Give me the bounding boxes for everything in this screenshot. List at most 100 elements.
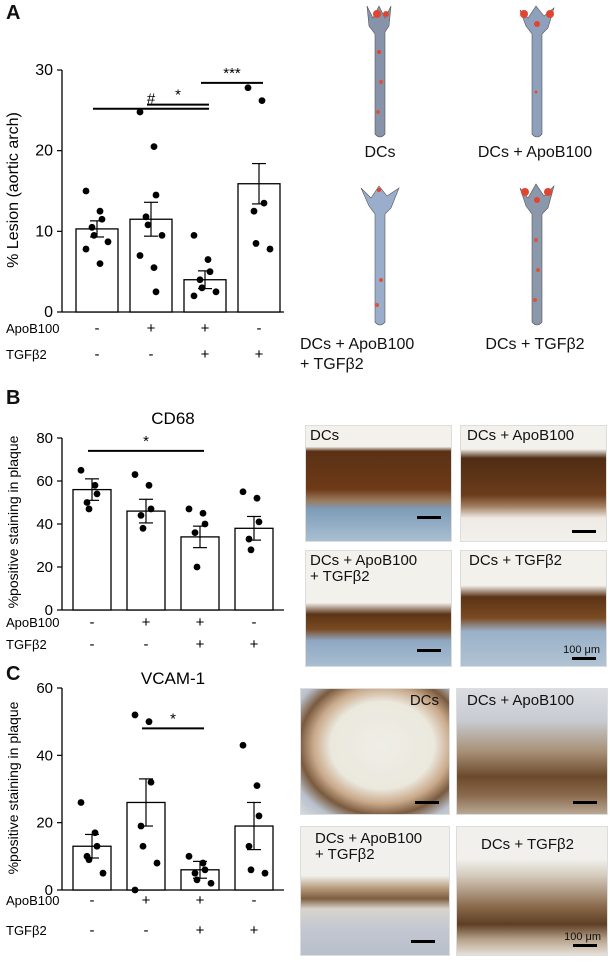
- data-point: [93, 490, 101, 498]
- data-point: [83, 499, 91, 506]
- scale-bar-label: 100 μm: [563, 644, 600, 656]
- data-point: [190, 292, 198, 300]
- significance-label: *: [143, 433, 149, 450]
- photo-label: DCs: [409, 692, 439, 709]
- significance-label: #: [147, 91, 156, 108]
- panel-letter-a: A: [6, 2, 21, 24]
- photo-label-line1: DCs + ApoB100: [315, 830, 423, 847]
- row-label-apob: ApoB100: [6, 321, 60, 336]
- data-point: [150, 143, 158, 151]
- data-point: [104, 238, 112, 246]
- y-tick-label: 20: [36, 559, 53, 576]
- data-point: [199, 509, 207, 517]
- cd68-micrograph-dcs: DCs: [305, 425, 452, 542]
- data-point: [255, 812, 263, 820]
- sign-apob: +: [142, 892, 151, 909]
- data-point: [260, 199, 268, 207]
- vcam1-micrograph-apob: DCs + ApoB100: [456, 688, 608, 815]
- data-point: [99, 869, 107, 877]
- data-point: [206, 268, 214, 276]
- data-point: [152, 191, 160, 199]
- cd68-micrograph-tgf: DCs + TGFβ2 100 μm: [460, 550, 607, 667]
- sign-apob: +: [147, 320, 156, 337]
- significance-label: ***: [223, 65, 241, 82]
- sign-apob: +: [142, 614, 151, 631]
- photo-label-line2: + TGFβ2: [310, 567, 370, 585]
- aorta-image-apob-tgf: [360, 185, 400, 326]
- sign-tgf: +: [250, 636, 259, 653]
- photo-label: DCs + TGFβ2: [469, 552, 562, 569]
- row-label-tgf: TGFβ2: [6, 923, 47, 938]
- vcam1-micrograph-tgf: DCs + TGFβ2 100 μm: [456, 826, 608, 956]
- data-point: [258, 97, 266, 105]
- scale-bar: [573, 944, 597, 947]
- y-tick-label: 0: [45, 882, 53, 899]
- vcam1-bar-chart: 0 20 40 60 %positive staining in plaque VCAM-…: [5, 669, 284, 939]
- data-point: [201, 520, 209, 528]
- data-point: [136, 108, 144, 116]
- sign-tgf: -: [144, 636, 149, 653]
- data-point: [247, 546, 255, 554]
- cd68-micrograph-apob-tgf: DCs + ApoB100 + TGFβ2: [305, 550, 452, 667]
- sign-apob: -: [90, 892, 95, 909]
- sign-apob: -: [252, 892, 257, 909]
- scale-bar: [411, 940, 435, 943]
- photo-label-line2: + TGFβ2: [315, 845, 375, 863]
- sign-tgf: +: [196, 636, 205, 653]
- data-point: [91, 829, 99, 837]
- photo-label: DCs + ApoB100 + TGFβ2: [315, 831, 422, 863]
- sign-apob: -: [252, 614, 257, 631]
- cd68-micrograph-apob: DCs + ApoB100: [460, 425, 607, 542]
- data-point: [142, 213, 150, 221]
- y-axis-label: % Lesion (aortic arch): [5, 112, 22, 268]
- data-point: [145, 481, 153, 489]
- data-point: [96, 260, 104, 267]
- y-tick-label: 40: [36, 747, 53, 764]
- caption-apob-tgf-line1: DCs + ApoB100: [300, 336, 415, 353]
- data-point: [253, 494, 261, 502]
- y-tick-label: 20: [36, 815, 53, 832]
- data-point: [152, 288, 160, 296]
- photo-label: DCs + ApoB100 + TGFβ2: [310, 553, 417, 585]
- data-point: [207, 879, 215, 887]
- data-point: [145, 718, 153, 726]
- y-tick-label: 80: [36, 430, 53, 447]
- data-point: [153, 859, 161, 867]
- photo-label: DCs + TGFβ2: [481, 836, 574, 853]
- y-axis-label: %positive staining in plaque: [5, 701, 21, 874]
- y-tick-label: 20: [35, 143, 53, 160]
- photo-label: DCs + ApoB100: [467, 427, 575, 444]
- data-point: [201, 866, 209, 874]
- data-point: [137, 512, 145, 519]
- data-point: [239, 741, 247, 749]
- caption-dcs: DCs: [364, 144, 396, 161]
- data-point: [185, 852, 193, 860]
- data-point: [158, 231, 166, 239]
- scale-bar: [573, 801, 597, 804]
- data-point: [147, 778, 155, 786]
- data-point: [247, 866, 255, 874]
- data-point: [196, 276, 204, 284]
- data-point: [85, 856, 93, 864]
- sign-apob: -: [90, 614, 95, 631]
- y-tick-label: 40: [36, 516, 53, 533]
- bar: [180, 536, 220, 611]
- data-point: [191, 529, 199, 536]
- sign-tgf: -: [144, 922, 149, 939]
- sign-tgf: -: [90, 636, 95, 653]
- data-point: [98, 215, 106, 223]
- data-point: [245, 535, 253, 543]
- significance-label: *: [170, 710, 176, 727]
- scale-bar: [415, 801, 439, 804]
- data-point: [239, 488, 247, 496]
- row-label-tgf: TGFβ2: [6, 637, 47, 652]
- data-point: [77, 799, 85, 806]
- data-point: [252, 240, 260, 247]
- sign-tgf: +: [201, 346, 210, 363]
- data-point: [212, 288, 220, 296]
- data-point: [250, 207, 258, 215]
- bar: [75, 228, 119, 313]
- data-point: [204, 256, 212, 263]
- vcam1-micrograph-dcs: DCs: [300, 688, 450, 815]
- vcam1-micrograph-apob-tgf: DCs + ApoB100 + TGFβ2: [300, 826, 450, 956]
